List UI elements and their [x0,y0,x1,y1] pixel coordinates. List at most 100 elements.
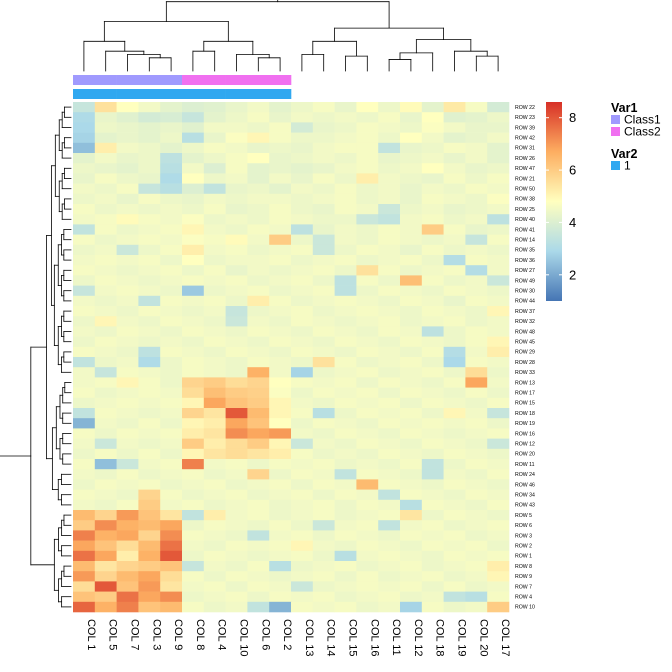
heatmap-cell [487,184,509,195]
heatmap-cell [356,296,378,307]
heatmap-cell [204,581,226,592]
column-label: COL 20 [477,619,489,657]
heatmap-cell [95,449,117,460]
heatmap-cell [117,398,139,409]
heatmap-cell [335,255,357,266]
heatmap-cell [378,469,400,480]
heatmap-cell [487,245,509,256]
heatmap-cell [73,133,95,144]
row-label: ROW 34 [515,493,535,499]
heatmap-cell [356,571,378,582]
heatmap-cell [269,326,291,337]
heatmap-cell [247,112,269,123]
heatmap-cell [378,347,400,358]
heatmap-cell [95,561,117,572]
heatmap-cell [247,265,269,276]
heatmap-cell [138,439,160,450]
heatmap-cell [160,439,182,450]
heatmap-cell [73,204,95,215]
heatmap-cell [444,408,466,419]
heatmap-cell [247,530,269,541]
row-label: ROW 45 [515,340,535,346]
heatmap-cell [138,500,160,511]
heatmap-cell [247,235,269,246]
heatmap-cell [269,296,291,307]
heatmap-cell [117,571,139,582]
heatmap-cell [335,173,357,184]
heatmap-cell [444,214,466,225]
heatmap-cell [465,439,487,450]
heatmap-cell [247,275,269,286]
heatmap-cell [138,173,160,184]
heatmap-cell [335,439,357,450]
heatmap-cell [138,286,160,297]
heatmap-cell [247,194,269,205]
heatmap-cell [335,530,357,541]
heatmap-cell [160,500,182,511]
heatmap-cell [335,163,357,174]
heatmap-cell [313,122,335,132]
heatmap-cell [95,153,117,164]
heatmap-cell [313,337,335,348]
column-label: COL 6 [259,619,271,650]
heatmap-cell [335,357,357,368]
heatmap-cell [465,551,487,562]
heatmap-cell [444,204,466,215]
heatmap-cell [160,306,182,317]
heatmap-cell [247,143,269,154]
heatmap-cell [378,112,400,123]
heatmap-cell [465,306,487,317]
heatmap-cell [378,143,400,154]
row-dendrogram [0,107,71,607]
heatmap-cell [444,296,466,307]
heatmap-cell [313,602,335,613]
heatmap-cell [160,143,182,154]
heatmap-cell [204,398,226,409]
heatmap-cell [160,122,182,132]
heatmap-cell [356,245,378,256]
heatmap-cell [335,398,357,409]
heatmap-cell [422,428,444,439]
heatmap-cell [356,153,378,164]
row-label: ROW 5 [515,513,532,519]
heatmap-cell [465,326,487,337]
heatmap-cell [465,520,487,531]
heatmap-cell [335,194,357,205]
row-label: ROW 25 [515,207,535,213]
heatmap-cell [356,326,378,337]
heatmap-cell [226,326,248,337]
heatmap-cell [247,469,269,480]
heatmap-cell [73,255,95,266]
heatmap-cell [291,204,313,215]
heatmap-cell [291,296,313,307]
heatmap-cell [465,367,487,378]
heatmap-cell [422,418,444,429]
heatmap-cell [378,541,400,552]
heatmap-cell [313,561,335,572]
heatmap-cell [182,551,204,562]
heatmap-cell [204,357,226,368]
column-label: COL 4 [216,619,228,650]
heatmap-cell [291,561,313,572]
heatmap-cell [117,357,139,368]
heatmap-cell [313,571,335,582]
heatmap-cell [356,122,378,132]
heatmap-cell [160,326,182,337]
heatmap-cell [422,326,444,337]
row-label: ROW 17 [515,391,535,397]
heatmap-cell [378,265,400,276]
heatmap-cell [291,469,313,480]
heatmap-cell [204,286,226,297]
row-label: ROW 11 [515,462,535,468]
heatmap-cell [95,122,117,132]
heatmap-cell [204,163,226,174]
heatmap-cell [204,469,226,480]
heatmap-cell [422,581,444,592]
heatmap-cell [160,561,182,572]
heatmap-cell [247,520,269,531]
heatmap-cell [313,296,335,307]
heatmap-cell [313,520,335,531]
heatmap-cell [291,510,313,521]
heatmap-cell [204,418,226,429]
heatmap-cell [269,265,291,276]
